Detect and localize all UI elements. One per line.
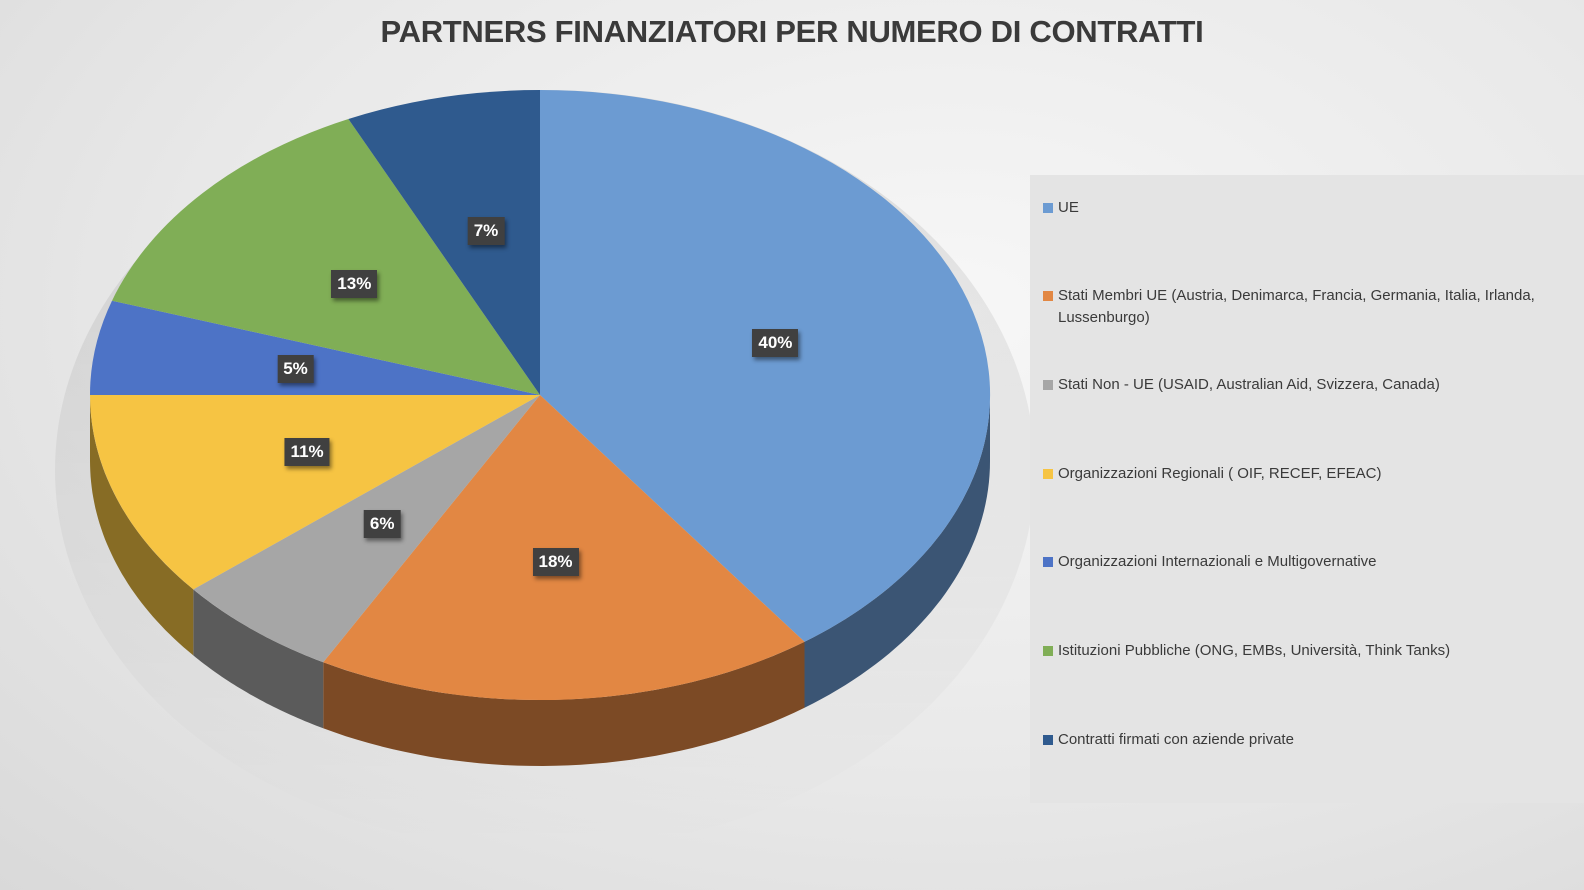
- legend-item: Stati Non - UE (USAID, Australian Aid, S…: [1043, 374, 1573, 396]
- legend-item: UE: [1043, 197, 1573, 219]
- pie-slice-1: [323, 395, 805, 701]
- pie-slice-6: [348, 90, 540, 395]
- data-label-5: 13%: [331, 270, 378, 299]
- pie-slices: [89, 89, 991, 701]
- data-label-1: 18%: [532, 548, 579, 577]
- legend: UE Stati Membri UE (Austria, Denimarca, F…: [1030, 175, 1584, 803]
- legend-label: Organizzazioni Internazionali e Multigov…: [1058, 553, 1377, 570]
- legend-item: Organizzazioni Regionali ( OIF, RECEF, E…: [1043, 463, 1573, 485]
- legend-swatch: [1043, 203, 1053, 213]
- pie-slice-5: [112, 119, 540, 395]
- data-label-4: 5%: [277, 354, 314, 383]
- data-label-6: 7%: [467, 217, 505, 246]
- data-label-2: 6%: [363, 510, 401, 539]
- legend-label: Stati Non - UE (USAID, Australian Aid, S…: [1058, 376, 1440, 393]
- data-label-0: 40%: [752, 329, 799, 358]
- pie-slice-3: [90, 395, 540, 590]
- legend-label: Stati Membri UE (Austria, Denimarca, Fra…: [1058, 287, 1535, 326]
- data-label-3: 11%: [284, 437, 330, 466]
- legend-item: Istituzioni Pubbliche (ONG, EMBs, Univer…: [1043, 640, 1573, 662]
- legend-label: Organizzazioni Regionali ( OIF, RECEF, E…: [1058, 465, 1382, 482]
- legend-swatch: [1043, 469, 1053, 479]
- legend-swatch: [1043, 557, 1053, 567]
- legend-swatch: [1043, 735, 1053, 745]
- pie-side-2: [193, 589, 324, 729]
- pie-side-1: [323, 641, 805, 766]
- pie-slice-4: [89, 300, 541, 395]
- pie-side-3: [90, 395, 194, 656]
- legend-label: Contratti firmati con aziende private: [1058, 731, 1294, 748]
- legend-label: Istituzioni Pubbliche (ONG, EMBs, Univer…: [1058, 642, 1451, 659]
- legend-swatch: [1043, 291, 1053, 301]
- pie-slice-0: [540, 89, 991, 642]
- legend-item: Organizzazioni Internazionali e Multigov…: [1043, 551, 1573, 573]
- pie-side-0: [804, 395, 990, 708]
- legend-item: Stati Membri UE (Austria, Denimarca, Fra…: [1043, 285, 1573, 329]
- pie-sides: [90, 395, 990, 766]
- legend-label: UE: [1058, 199, 1079, 216]
- legend-item: Contratti firmati con aziende private: [1043, 729, 1573, 751]
- chart-title: PARTNERS FINANZIATORI PER NUMERO DI CONT…: [380, 14, 1204, 49]
- legend-swatch: [1043, 646, 1053, 656]
- legend-swatch: [1043, 380, 1053, 390]
